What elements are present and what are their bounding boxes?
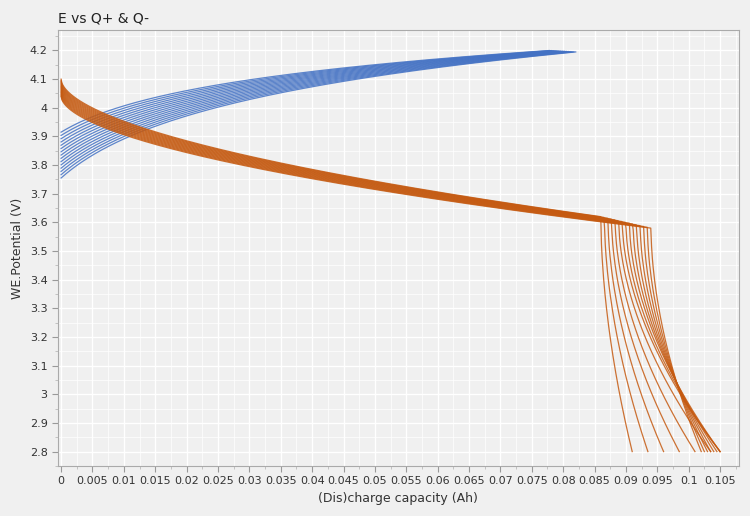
Y-axis label: WE.Potential (V): WE.Potential (V) [11,198,24,299]
Text: E vs Q+ & Q-: E vs Q+ & Q- [58,11,149,25]
X-axis label: (Dis)charge capacity (Ah): (Dis)charge capacity (Ah) [319,492,478,505]
